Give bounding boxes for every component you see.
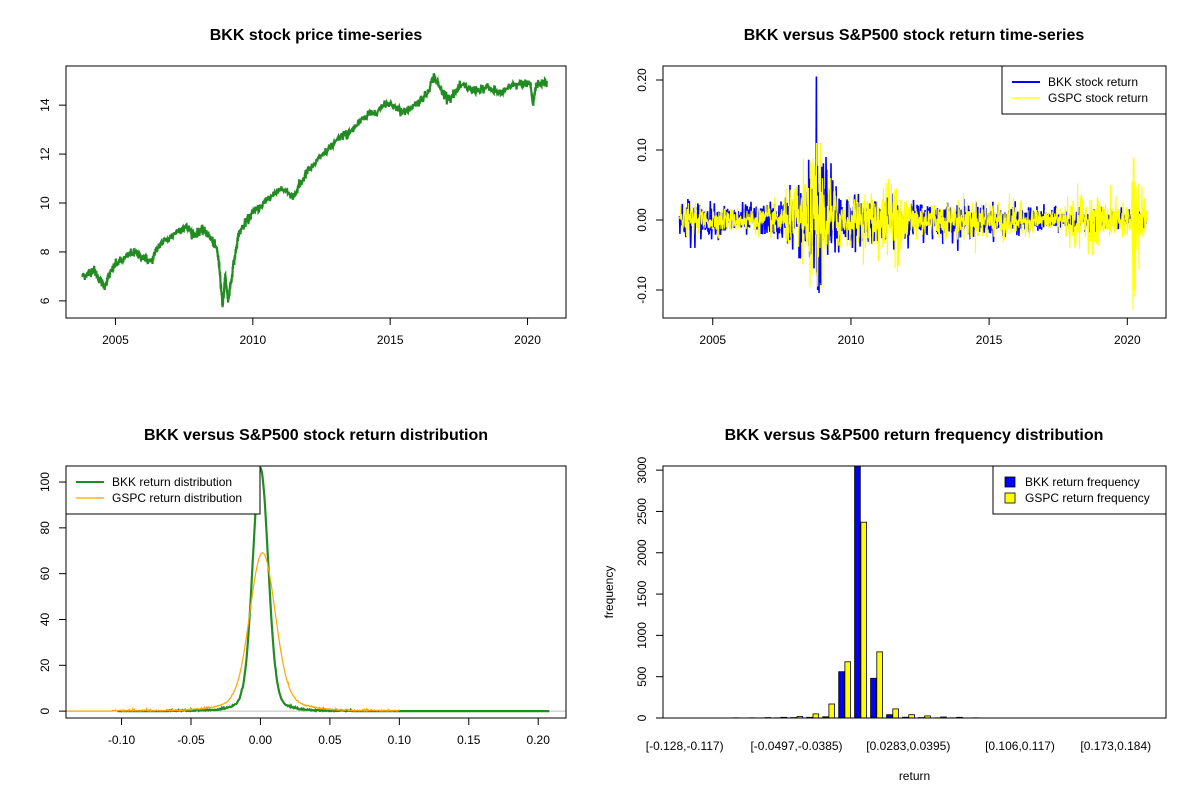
x-tick-label: 2015 bbox=[976, 333, 1003, 347]
y-tick-label: 1500 bbox=[635, 580, 649, 607]
bar-gspc bbox=[844, 661, 852, 718]
y-tick-label: 0 bbox=[38, 707, 52, 714]
plot-area bbox=[66, 466, 566, 713]
plot-area bbox=[81, 73, 548, 308]
bar-gspc bbox=[860, 521, 868, 718]
panel-density: BKK versus S&P500 stock return distribut… bbox=[38, 427, 567, 747]
legend-swatch bbox=[1004, 476, 1016, 488]
x-tick-label: -0.10 bbox=[108, 733, 136, 747]
y-tick-label: 6 bbox=[38, 297, 52, 304]
legend: BKK return distribution GSPC return distr… bbox=[65, 465, 261, 515]
bar-gspc bbox=[812, 713, 820, 718]
y-tick-label: 0.10 bbox=[635, 138, 649, 162]
plot-frame bbox=[65, 65, 567, 319]
panel-price: BKK stock price time-series 6 8 10 12 14 2005 2… bbox=[38, 27, 567, 347]
x-tick-label: [-0.128,-0.117) bbox=[646, 739, 724, 753]
x-tick-label: 2010 bbox=[838, 333, 865, 347]
plot-frame bbox=[662, 465, 1167, 719]
y-tick-label: 3000 bbox=[635, 456, 649, 483]
chart-title: BKK versus S&P500 stock return time-seri… bbox=[744, 27, 1085, 44]
y-tick-label: 0.00 bbox=[635, 208, 649, 232]
y-tick-label: 8 bbox=[38, 248, 52, 255]
bar-gspc bbox=[892, 708, 899, 718]
bar-gspc bbox=[908, 714, 915, 718]
legend-label: BKK return distribution bbox=[112, 475, 232, 489]
x-tick-label: 0.15 bbox=[457, 733, 481, 747]
x-tick-label: [0.0283,0.0395) bbox=[866, 739, 950, 753]
x-tick-label: 2020 bbox=[1114, 333, 1141, 347]
y-axis-label: frequency bbox=[602, 566, 616, 619]
legend-swatch bbox=[1004, 492, 1016, 504]
chart-title: BKK versus S&P500 stock return distribut… bbox=[144, 427, 488, 444]
legend-box bbox=[1001, 65, 1167, 115]
y-tick-label: 0.20 bbox=[635, 68, 649, 92]
y-tick-label: 100 bbox=[38, 472, 52, 492]
chart-title: BKK stock price time-series bbox=[210, 27, 423, 44]
legend-label: GSPC stock return bbox=[1048, 91, 1148, 105]
y-tick-label: 40 bbox=[38, 612, 52, 626]
x-tick-label: 2005 bbox=[102, 333, 129, 347]
series-line-gspc-density bbox=[66, 552, 400, 713]
y-tick-label: 10 bbox=[38, 196, 52, 210]
y-tick-label: 2500 bbox=[635, 498, 649, 525]
x-tick-label: [0.106,0.117) bbox=[985, 739, 1055, 753]
y-tick-label: 80 bbox=[38, 521, 52, 535]
bar-bkk bbox=[870, 677, 877, 718]
x-tick-label: 2020 bbox=[514, 333, 541, 347]
x-tick-label: [-0.0497,-0.0385) bbox=[750, 739, 842, 753]
legend: BKK return frequency GSPC return frequenc… bbox=[992, 465, 1167, 515]
y-tick-label: 20 bbox=[38, 658, 52, 672]
x-tick-label: 2010 bbox=[239, 333, 266, 347]
y-tick-label: 12 bbox=[38, 147, 52, 161]
x-tick-label: 0.00 bbox=[249, 733, 273, 747]
y-tick-label: 2000 bbox=[635, 539, 649, 566]
bar-gspc bbox=[924, 715, 931, 718]
bar-gspc bbox=[796, 716, 804, 718]
bar-gspc bbox=[828, 703, 836, 718]
y-tick-label: 14 bbox=[38, 98, 52, 112]
y-tick-label: 1000 bbox=[635, 622, 649, 649]
x-tick-label: 2005 bbox=[699, 333, 726, 347]
y-tick-label: 60 bbox=[38, 567, 52, 581]
series-line-bkk-density bbox=[117, 466, 550, 713]
y-tick-label: 500 bbox=[635, 666, 649, 686]
x-tick-label: 0.05 bbox=[318, 733, 342, 747]
legend-box bbox=[65, 465, 261, 515]
x-tick-label: 0.20 bbox=[527, 733, 551, 747]
x-tick-label: [0.173,0.184) bbox=[1080, 739, 1151, 753]
y-tick-label: 0 bbox=[635, 714, 649, 721]
bar-gspc bbox=[876, 651, 883, 718]
panel-returns: BKK versus S&P500 stock return time-seri… bbox=[635, 27, 1167, 347]
plot-frame bbox=[662, 65, 1167, 319]
panel-histogram: BKK versus S&P500 return frequency distr… bbox=[602, 427, 1167, 783]
bar-bkk bbox=[886, 714, 893, 718]
series-line-bkk-price bbox=[81, 73, 548, 308]
series-line-gspc-return bbox=[679, 142, 1148, 310]
y-tick-label: -0.10 bbox=[635, 276, 649, 304]
chart-title: BKK versus S&P500 return frequency distr… bbox=[725, 427, 1104, 444]
legend: BKK stock return GSPC stock return bbox=[1001, 65, 1167, 115]
bar-bkk bbox=[854, 466, 861, 718]
bar-bkk bbox=[838, 671, 845, 718]
x-tick-label: 2015 bbox=[377, 333, 404, 347]
plot-frame bbox=[65, 465, 567, 719]
x-tick-label: -0.05 bbox=[177, 733, 205, 747]
plot-area bbox=[678, 76, 1148, 310]
x-axis-label: return bbox=[899, 769, 930, 783]
legend-label: BKK return frequency bbox=[1025, 475, 1140, 489]
legend-label: GSPC return distribution bbox=[112, 491, 242, 505]
legend-label: GSPC return frequency bbox=[1025, 491, 1150, 505]
x-tick-label: 0.10 bbox=[388, 733, 412, 747]
legend-box bbox=[992, 465, 1167, 515]
legend-label: BKK stock return bbox=[1048, 75, 1138, 89]
